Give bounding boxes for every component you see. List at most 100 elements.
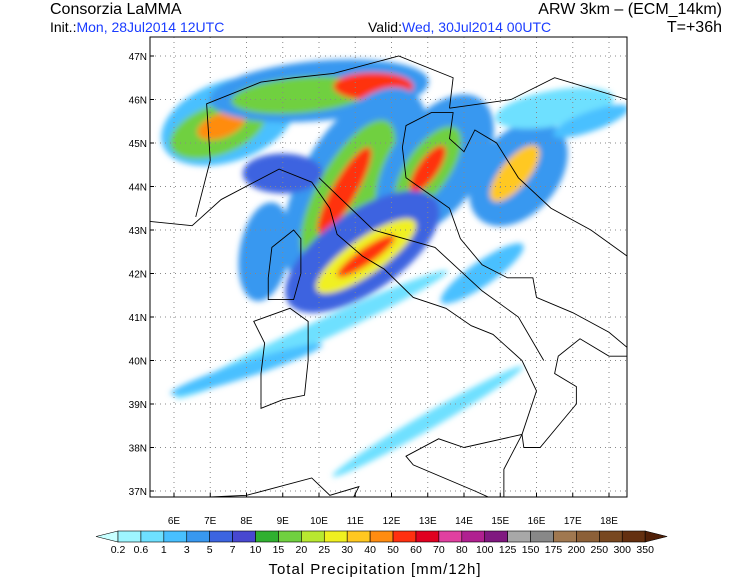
colorbar-box bbox=[278, 530, 302, 543]
colorbar-label: 100 bbox=[476, 544, 494, 556]
lon-label: 14E bbox=[455, 516, 473, 527]
precip-cell bbox=[489, 145, 540, 202]
forecast-time: T=+36h bbox=[667, 19, 722, 36]
init-label: Init.: bbox=[50, 19, 76, 35]
precip-cell bbox=[409, 145, 446, 193]
precip-cell bbox=[337, 234, 396, 278]
colorbar-label: 350 bbox=[636, 544, 654, 556]
coastlines bbox=[150, 55, 627, 497]
lon-label: 7E bbox=[204, 516, 217, 527]
colorbar-box bbox=[507, 530, 531, 543]
colorbar-label: 20 bbox=[296, 544, 308, 556]
regional-border bbox=[318, 177, 545, 361]
colorbar-box bbox=[117, 530, 142, 543]
colorbar-label: 5 bbox=[207, 544, 213, 556]
coast-africa bbox=[199, 477, 360, 497]
lat-label: 44N bbox=[129, 183, 147, 194]
colorbar-box bbox=[392, 530, 417, 543]
map-frame bbox=[149, 36, 628, 498]
lon-label: 13E bbox=[419, 516, 437, 527]
coast-mainland bbox=[150, 112, 627, 448]
valid-line: Valid:Wed, 30Jul2014 00UTC bbox=[368, 19, 551, 35]
colorbar-box bbox=[301, 530, 325, 543]
coast-corsica bbox=[267, 229, 302, 301]
colorbar-label: 175 bbox=[545, 544, 563, 556]
title-left: Consorzia LaMMA bbox=[50, 1, 182, 18]
colorbar-box bbox=[484, 530, 508, 543]
title-right: ARW 3km – (ECM_14km) bbox=[538, 1, 722, 18]
colorbar-label: 125 bbox=[499, 544, 517, 556]
lon-label: 10E bbox=[310, 516, 328, 527]
colorbar-label: 30 bbox=[341, 544, 353, 556]
lon-label: 12E bbox=[383, 516, 401, 527]
valid-label: Valid: bbox=[368, 19, 402, 35]
border-alps bbox=[195, 55, 454, 218]
colorbar: 0.2 0.6 1 3 5 7 10 15 20 25 30 40 50 60 70 80 100 125 150 1… bbox=[95, 530, 668, 556]
lat-label: 38N bbox=[129, 444, 147, 455]
precip-cell bbox=[238, 202, 291, 302]
colorbar-box bbox=[576, 530, 600, 543]
colorbar-label: 60 bbox=[410, 544, 422, 556]
colorbar-box bbox=[438, 530, 463, 543]
colorbar-box bbox=[140, 530, 165, 543]
lon-label: 11E bbox=[347, 516, 364, 527]
colorbar-label: 25 bbox=[318, 544, 330, 556]
lon-label: 18E bbox=[600, 516, 618, 527]
colorbar-label: 10 bbox=[250, 544, 262, 556]
lat-label: 43N bbox=[129, 226, 147, 237]
colorbar-box bbox=[461, 530, 486, 543]
lon-label: 6E bbox=[168, 516, 181, 527]
colorbar-label: 80 bbox=[456, 544, 468, 556]
colorbar-label: 150 bbox=[522, 544, 540, 556]
colorbar-label: 7 bbox=[230, 544, 236, 556]
colorbar-box bbox=[255, 530, 279, 543]
lon-label: 15E bbox=[491, 516, 509, 527]
colorbar-label: 50 bbox=[387, 544, 399, 556]
colorbar-box bbox=[599, 530, 623, 543]
precip-cell bbox=[332, 365, 524, 477]
lat-label: 47N bbox=[129, 52, 147, 63]
lat-label: 40N bbox=[129, 357, 147, 368]
colorbar-label: 0.2 bbox=[111, 544, 126, 556]
colorbar-label: 15 bbox=[273, 544, 285, 556]
init-line: Init.:Mon, 28Jul2014 12UTC bbox=[50, 19, 224, 35]
lat-label: 46N bbox=[129, 96, 147, 107]
border-balkans bbox=[449, 77, 627, 109]
lon-label: 9E bbox=[277, 516, 290, 527]
colorbar-arrow-right bbox=[644, 530, 668, 543]
precip-cell bbox=[440, 243, 524, 304]
colorbar-label: 300 bbox=[613, 544, 631, 556]
lat-label: 42N bbox=[129, 270, 147, 281]
colorbar-label: 200 bbox=[568, 544, 586, 556]
colorbar-label: 70 bbox=[433, 544, 445, 556]
colorbar-box bbox=[415, 530, 440, 543]
precip-cell bbox=[197, 111, 245, 140]
precip-cell bbox=[553, 104, 627, 138]
lat-label: 39N bbox=[129, 400, 147, 411]
colorbar-box bbox=[186, 530, 210, 543]
lon-label: 16E bbox=[528, 516, 546, 527]
precipitation-field bbox=[161, 59, 627, 477]
colorbar-box bbox=[530, 530, 554, 543]
colorbar-box bbox=[553, 530, 577, 543]
axis-labels: 47N 46N 45N 44N 43N 42N 41N 40N 39N 38N 37N 6E 7E 8E 9… bbox=[129, 52, 619, 527]
lon-label: 17E bbox=[564, 516, 582, 527]
coast-sardinia bbox=[253, 307, 309, 410]
coast-sicily bbox=[405, 433, 523, 497]
colorbar-arrow-left bbox=[95, 530, 119, 543]
colorbar-label: 1 bbox=[161, 544, 167, 556]
colorbar-box bbox=[369, 530, 394, 543]
colorbar-box bbox=[323, 530, 348, 543]
lon-label: 8E bbox=[240, 516, 253, 527]
colorbar-label: 0.6 bbox=[134, 544, 149, 556]
colorbar-box bbox=[232, 530, 256, 543]
colorbar-box bbox=[163, 530, 188, 543]
colorbar-box bbox=[621, 530, 646, 543]
map bbox=[150, 37, 627, 497]
colorbar-box bbox=[209, 530, 233, 543]
colorbar-label: 3 bbox=[184, 544, 190, 556]
lat-label: 37N bbox=[129, 487, 147, 498]
valid-value: Wed, 30Jul2014 00UTC bbox=[402, 19, 551, 35]
colorbar-label: 250 bbox=[591, 544, 609, 556]
